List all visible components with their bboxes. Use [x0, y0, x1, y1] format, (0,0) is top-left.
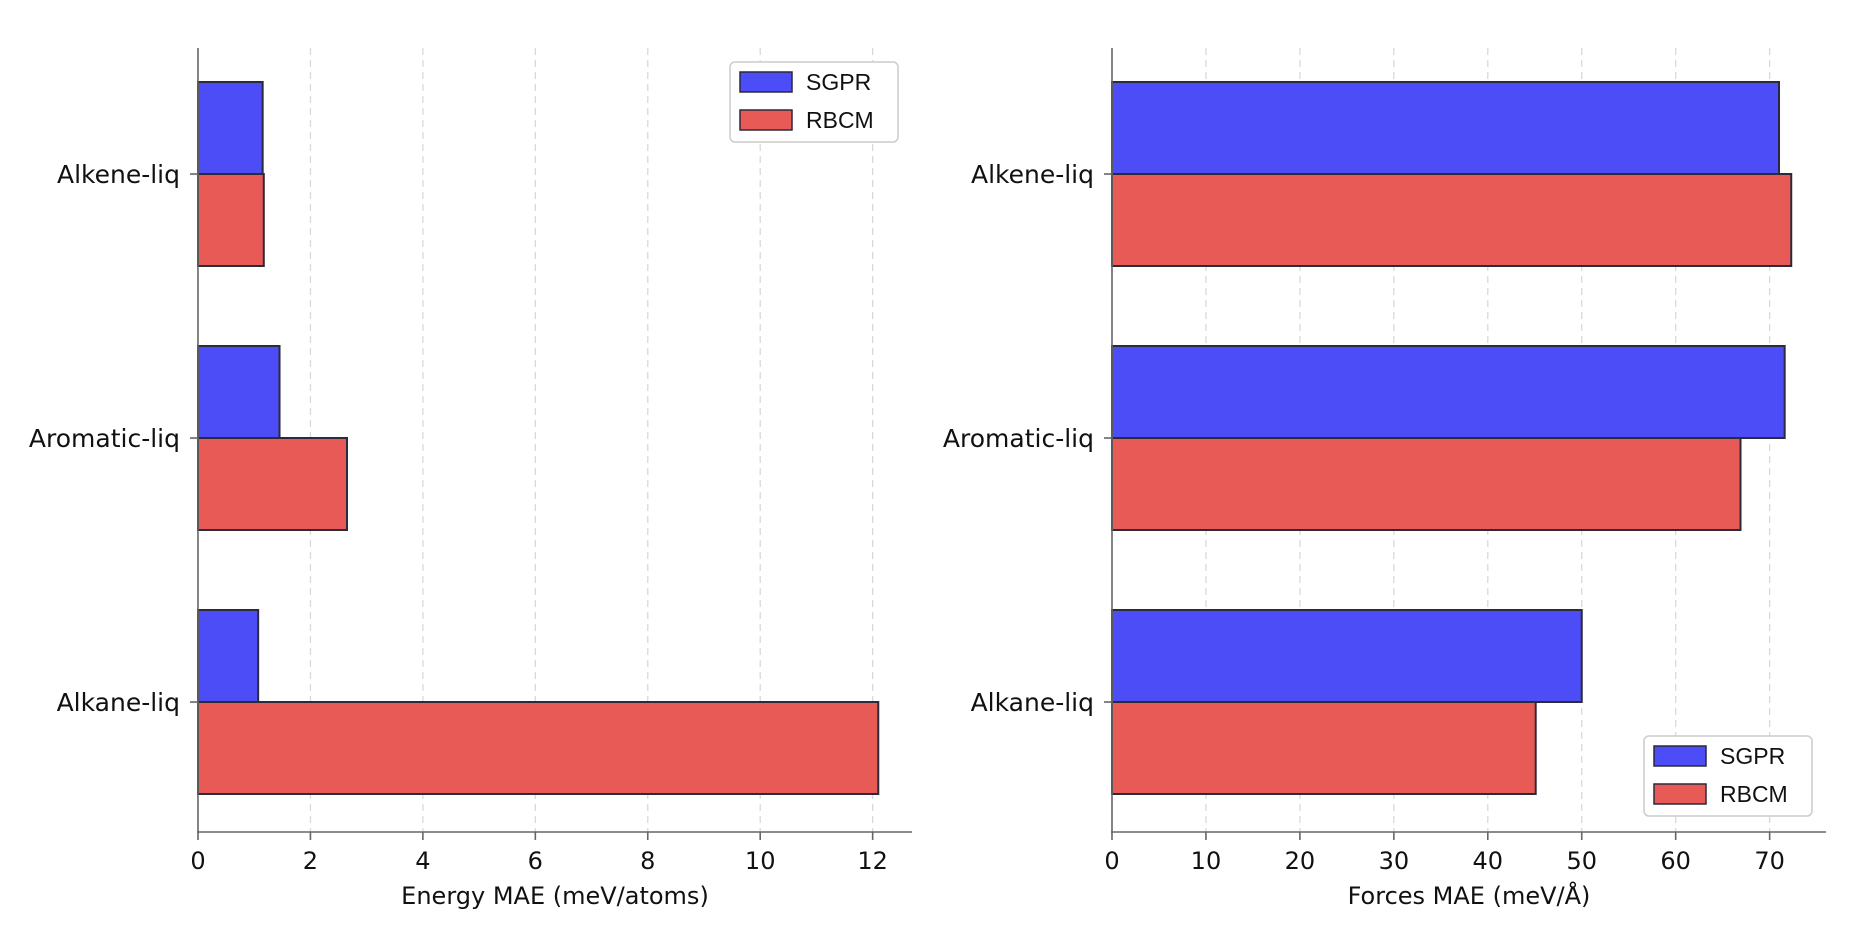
- y-tick-label: Aromatic-liq: [29, 424, 180, 453]
- x-tick-label: 10: [1191, 847, 1222, 875]
- x-tick-label: 60: [1660, 847, 1691, 875]
- legend-swatch-sgpr: [739, 71, 793, 93]
- x-tick-label: 10: [745, 847, 776, 875]
- x-tick-label: 8: [640, 847, 655, 875]
- bar-sgpr-aromatic-liq: [1111, 345, 1786, 439]
- bar-sgpr-aromatic-liq: [197, 345, 281, 439]
- x-tick-label: 4: [415, 847, 430, 875]
- legend-swatch-rbcm: [1653, 783, 1707, 805]
- y-tick-label: Alkane-liq: [57, 688, 180, 717]
- x-tick-label: 0: [1104, 847, 1119, 875]
- x-axis-label: Forces MAE (meV/Å): [1348, 881, 1591, 910]
- bar-sgpr-alkene-liq: [1111, 81, 1781, 175]
- legend-swatch-rbcm: [739, 109, 793, 131]
- legend-label-sgpr: SGPR: [1720, 743, 1785, 769]
- x-tick-label: 6: [528, 847, 543, 875]
- bar-rbcm-alkene-liq: [1111, 173, 1793, 267]
- bar-sgpr-alkane-liq: [1111, 609, 1583, 703]
- legend-label-rbcm: RBCM: [806, 107, 874, 133]
- x-tick-label: 50: [1566, 847, 1597, 875]
- bar-rbcm-alkane-liq: [1111, 701, 1537, 795]
- x-tick-label: 0: [190, 847, 205, 875]
- chart-panel-1: Alkene-liq Aromatic-liq Alkane-liq 0 2 4 6 8 10 1…: [29, 48, 912, 910]
- x-axis-label: Energy MAE (meV/atoms): [401, 882, 709, 910]
- x-tick-label: 70: [1754, 847, 1785, 875]
- x-tick-label: 12: [857, 847, 888, 875]
- y-tick-label: Alkane-liq: [971, 688, 1094, 717]
- bar-sgpr-alkene-liq: [197, 81, 264, 175]
- legend-label-sgpr: SGPR: [806, 69, 871, 95]
- x-tick-label: 20: [1285, 847, 1316, 875]
- chart-panel-2: Alkene-liq Aromatic-liq Alkane-liq 0 10 20 30 4…: [943, 48, 1826, 910]
- bar-rbcm-aromatic-liq: [1111, 437, 1742, 531]
- y-tick-label: Alkene-liq: [971, 160, 1094, 189]
- y-tick-label: Aromatic-liq: [943, 424, 1094, 453]
- legend-swatch-sgpr: [1653, 745, 1707, 767]
- x-tick-label: 2: [303, 847, 318, 875]
- bar-rbcm-alkane-liq: [197, 701, 880, 795]
- y-tick-label: Alkene-liq: [57, 160, 180, 189]
- legend: SGPR RBCM: [1643, 735, 1813, 817]
- legend-label-rbcm: RBCM: [1720, 781, 1788, 807]
- x-tick-label: 30: [1379, 847, 1410, 875]
- bar-rbcm-alkene-liq: [197, 173, 265, 267]
- x-tick-label: 40: [1473, 847, 1504, 875]
- bar-rbcm-aromatic-liq: [197, 437, 348, 531]
- bar-sgpr-alkane-liq: [197, 609, 260, 703]
- legend: SGPR RBCM: [729, 61, 899, 143]
